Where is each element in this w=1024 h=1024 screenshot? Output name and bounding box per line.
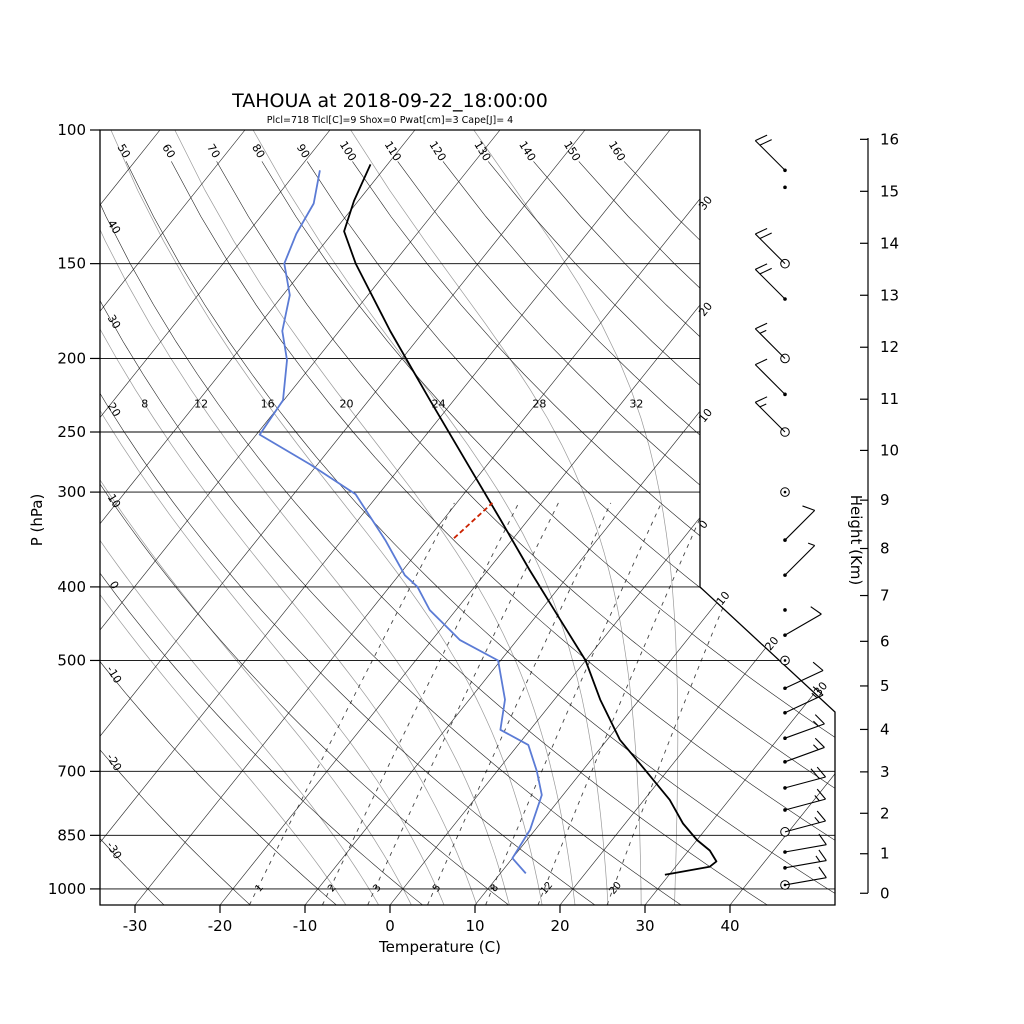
svg-text:16: 16: [880, 130, 899, 148]
svg-text:50: 50: [115, 142, 133, 161]
svg-text:20: 20: [607, 880, 624, 897]
svg-text:80: 80: [249, 142, 267, 161]
svg-text:850: 850: [57, 826, 86, 844]
svg-text:400: 400: [57, 578, 86, 596]
temperature-axis-label: Temperature (C): [378, 938, 501, 956]
svg-text:14: 14: [880, 234, 899, 252]
svg-text:150: 150: [57, 255, 86, 273]
wind-barb-column: [754, 134, 827, 890]
svg-text:0: 0: [385, 917, 395, 935]
svg-text:300: 300: [57, 483, 86, 501]
svg-text:40: 40: [105, 218, 123, 237]
svg-text:6: 6: [880, 632, 890, 650]
svg-text:13: 13: [880, 286, 899, 304]
svg-text:40: 40: [720, 917, 739, 935]
sounding-profiles: [258, 164, 718, 876]
background-grid: [100, 130, 835, 905]
svg-text:20: 20: [763, 634, 782, 653]
svg-text:8: 8: [141, 398, 148, 411]
svg-text:700: 700: [57, 762, 86, 780]
svg-text:3: 3: [880, 763, 890, 781]
svg-text:60: 60: [159, 142, 177, 161]
svg-text:8: 8: [880, 540, 890, 558]
svg-text:9: 9: [880, 491, 890, 509]
svg-text:2: 2: [326, 882, 339, 894]
svg-text:11: 11: [880, 390, 899, 408]
svg-text:100: 100: [337, 139, 359, 164]
svg-text:90: 90: [294, 142, 312, 161]
svg-text:4: 4: [880, 720, 890, 738]
svg-text:100: 100: [57, 121, 86, 139]
svg-text:20: 20: [696, 300, 715, 319]
svg-text:-20: -20: [104, 751, 125, 773]
svg-text:500: 500: [57, 651, 86, 669]
svg-text:0: 0: [880, 884, 890, 902]
svg-text:10: 10: [465, 917, 484, 935]
svg-text:-10: -10: [293, 917, 318, 935]
svg-text:20: 20: [550, 917, 569, 935]
svg-text:120: 120: [426, 139, 448, 164]
height-axis-label: Height (Km): [847, 495, 865, 586]
svg-text:160: 160: [606, 139, 628, 164]
svg-text:1: 1: [253, 882, 266, 894]
svg-text:20: 20: [105, 400, 123, 419]
svg-text:28: 28: [532, 398, 546, 411]
svg-text:140: 140: [516, 139, 538, 164]
svg-text:8: 8: [489, 882, 502, 894]
pressure-axis-label: P (hPa): [28, 494, 46, 547]
chart-title: TAHOUA at 2018-09-22_18:00:00: [231, 90, 548, 112]
svg-text:0: 0: [696, 518, 711, 532]
svg-text:10: 10: [696, 406, 715, 425]
svg-text:3: 3: [371, 882, 384, 894]
svg-text:16: 16: [261, 398, 275, 411]
svg-text:250: 250: [57, 423, 86, 441]
svg-text:5: 5: [880, 677, 890, 695]
svg-text:5: 5: [431, 882, 444, 894]
svg-text:70: 70: [204, 142, 222, 161]
svg-text:110: 110: [382, 139, 404, 164]
svg-text:10: 10: [714, 589, 733, 608]
svg-text:20: 20: [339, 398, 353, 411]
svg-text:10: 10: [880, 441, 899, 459]
svg-text:15: 15: [880, 182, 899, 200]
svg-text:1000: 1000: [48, 880, 86, 898]
svg-text:2: 2: [880, 804, 890, 822]
svg-text:30: 30: [635, 917, 654, 935]
svg-text:1: 1: [880, 845, 890, 863]
svg-text:150: 150: [561, 139, 583, 164]
svg-text:30: 30: [696, 194, 715, 213]
svg-text:7: 7: [880, 587, 890, 605]
svg-text:24: 24: [432, 398, 446, 411]
svg-text:10: 10: [105, 492, 123, 511]
svg-text:200: 200: [57, 349, 86, 367]
svg-text:12: 12: [194, 398, 208, 411]
svg-text:12: 12: [539, 880, 556, 897]
chart-subtitle: Plcl=718 Tlcl[C]=9 Shox=0 Pwat[cm]=3 Cap…: [267, 115, 513, 126]
svg-text:12: 12: [880, 338, 899, 356]
svg-text:0: 0: [107, 579, 122, 592]
svg-text:-30: -30: [104, 839, 125, 861]
svg-text:30: 30: [105, 312, 123, 331]
svg-text:-10: -10: [104, 664, 125, 686]
svg-text:-20: -20: [208, 917, 233, 935]
svg-text:32: 32: [629, 398, 643, 411]
svg-text:-30: -30: [123, 917, 148, 935]
